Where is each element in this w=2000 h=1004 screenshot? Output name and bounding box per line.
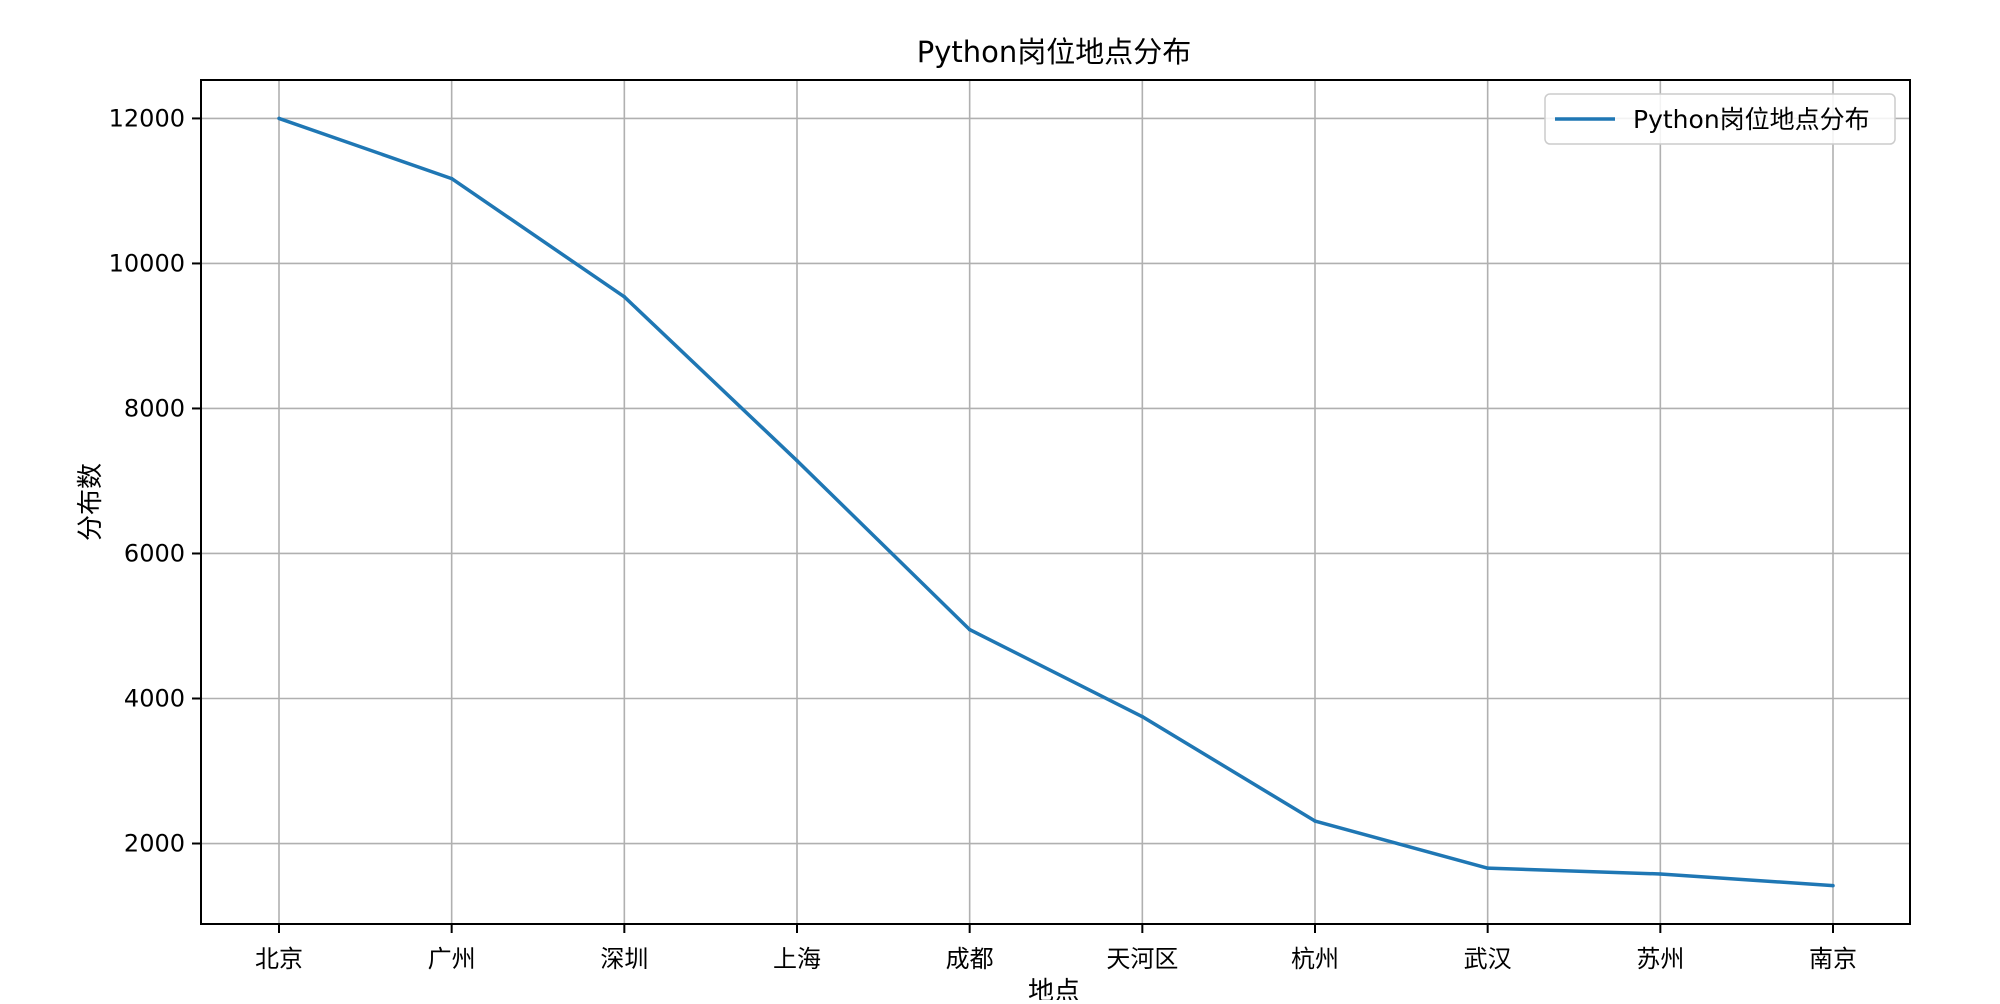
data-point (1313, 819, 1317, 823)
y-axis-title: 分布数 (76, 463, 106, 541)
legend: Python岗位地点分布 (1544, 93, 1896, 145)
data-point (1831, 883, 1835, 888)
x-tick-label: 天河区 (1106, 945, 1178, 973)
data-point (449, 176, 454, 181)
x-tick-label: 广州 (428, 945, 476, 973)
x-tick-label: 南京 (1809, 945, 1857, 973)
y-tick-label: 10000 (109, 249, 185, 277)
x-tick-label: 杭州 (1291, 945, 1339, 973)
y-tick-label: 12000 (109, 104, 185, 132)
data-point (1658, 872, 1663, 876)
grid-lines (201, 80, 1910, 924)
x-tick-label: 苏州 (1636, 945, 1684, 973)
x-tick-label: 上海 (773, 945, 821, 973)
data-point (1140, 714, 1145, 719)
y-tick-label: 6000 (124, 539, 185, 567)
y-tick-label: 8000 (124, 394, 185, 422)
x-tick-label: 成都 (946, 945, 994, 973)
series-line (278, 116, 1834, 888)
data-point (795, 458, 799, 463)
legend-label: Python岗位地点分布 (1633, 105, 1870, 134)
series-layer (277, 116, 1835, 888)
data-point (622, 295, 627, 299)
y-axis-ticks: 2000 4000 6000 8000 10000 12000 (109, 104, 201, 858)
data-point (277, 116, 281, 121)
x-tick-label: 武汉 (1464, 945, 1512, 973)
plot-area-frame (200, 79, 1911, 925)
x-axis-title: 地点 (1028, 977, 1080, 1000)
y-tick-label: 4000 (124, 684, 185, 712)
legend-frame (1544, 93, 1896, 145)
chart-title: Python岗位地点分布 (917, 35, 1192, 69)
data-point (967, 627, 972, 632)
data-point (1485, 866, 1490, 870)
y-tick-label: 2000 (124, 830, 185, 858)
x-tick-label: 北京 (255, 945, 303, 973)
x-tick-label: 深圳 (600, 945, 648, 973)
x-axis-ticks: 北京 广州 深圳 上海 成都 天河区 杭州 武汉 苏州 南京 (255, 924, 1857, 973)
